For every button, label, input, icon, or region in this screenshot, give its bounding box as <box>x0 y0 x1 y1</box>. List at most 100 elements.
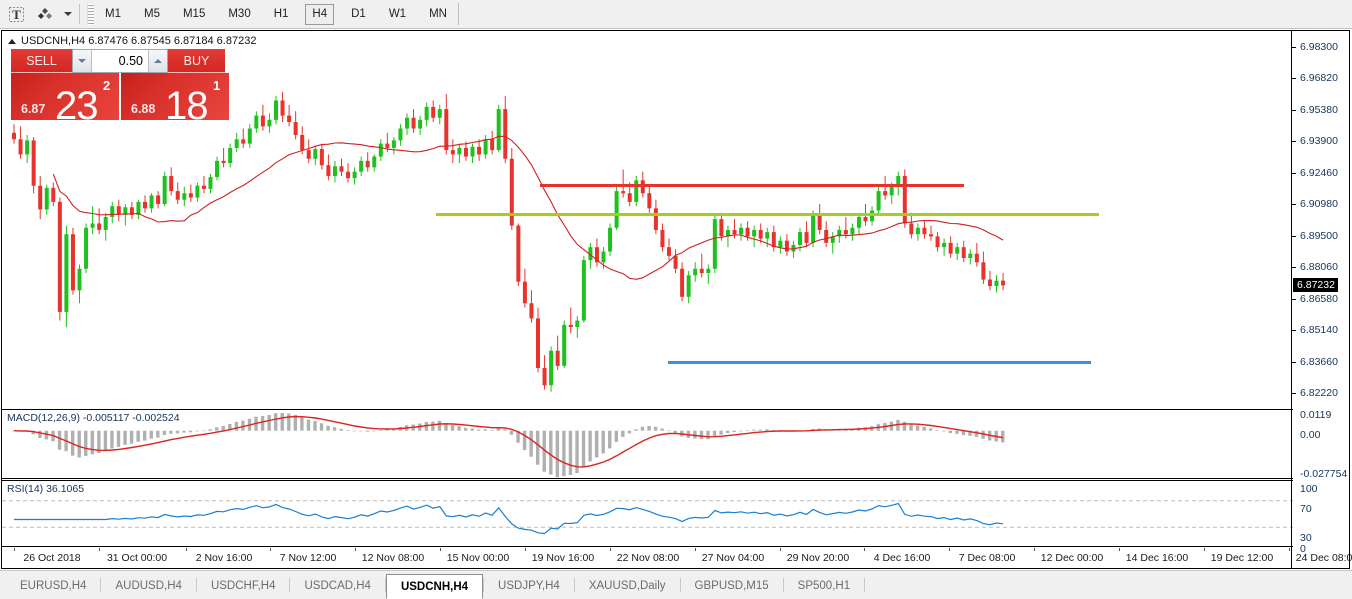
price-tick-label: 6.96820 <box>1300 72 1338 85</box>
time-tick-label: 7 Nov 12:00 <box>279 552 337 564</box>
timeframe-button-h1[interactable]: H1 <box>273 8 289 20</box>
rsi-tick-label: 0 <box>1300 543 1306 555</box>
price-axis[interactable]: 6.98300 6.96820 6.95380 6.93900 6.92460 6.909… <box>1291 31 1349 568</box>
time-tick-label: 12 Nov 08:00 <box>361 552 425 564</box>
sell-price-fraction: 2 <box>103 78 111 93</box>
time-tick-mark <box>1119 548 1120 551</box>
toolbar-drag-handle[interactable] <box>87 3 94 25</box>
price-tick-mark <box>1292 78 1296 80</box>
time-axis: 26 Oct 2018 31 Oct 00:00 2 Nov 16:00 7 Nov … <box>2 548 1352 569</box>
macd-pane[interactable]: MACD(12,26,9) -0.005117 -0.002524 <box>2 409 1293 479</box>
time-tick-mark <box>610 548 611 551</box>
rsi-tick-label: 70 <box>1300 503 1312 515</box>
resistance-line-green[interactable] <box>436 213 1099 216</box>
price-tick-mark <box>1292 393 1296 395</box>
time-tick-mark <box>270 548 271 551</box>
sell-label: SELL <box>26 53 57 68</box>
volume-value[interactable]: 0.50 <box>92 50 148 72</box>
buy-label: BUY <box>183 53 210 68</box>
buy-price-fraction: 1 <box>213 78 221 93</box>
time-tick-label: 12 Dec 00:00 <box>1040 552 1104 564</box>
time-tick-label: 24 Dec 08:00 <box>1295 552 1352 564</box>
price-tick-label: 6.88060 <box>1300 261 1338 274</box>
time-tick-mark <box>864 548 865 551</box>
timeframe-button-w1[interactable]: W1 <box>388 8 407 20</box>
chart-tab-eurusd-h4[interactable]: EURUSD,H4 <box>20 580 87 592</box>
timeframe-button-m1[interactable]: M1 <box>105 8 121 20</box>
timeframe-button-m5[interactable]: M5 <box>143 8 160 20</box>
price-pane[interactable] <box>2 31 1293 409</box>
macd-tick-label: 0.00 <box>1300 429 1321 441</box>
buy-button[interactable]: BUY <box>168 49 225 73</box>
tab-divider <box>195 578 197 592</box>
timeframe-button-mn[interactable]: MN <box>429 8 447 20</box>
time-tick-label: 27 Nov 04:00 <box>701 552 765 564</box>
price-tick-label: 6.82220 <box>1300 387 1338 400</box>
timeframe-button-m15[interactable]: M15 <box>182 8 206 20</box>
time-tick-mark <box>1034 548 1035 551</box>
time-tick-mark <box>1289 548 1290 551</box>
price-tick-mark <box>1292 109 1296 111</box>
chart-tab-usdjpy-h4[interactable]: USDJPY,H4 <box>498 580 560 592</box>
time-tick-mark <box>1204 548 1205 551</box>
time-tick-label: 22 Nov 08:00 <box>616 552 680 564</box>
sell-price-quote[interactable]: 6.87 23 2 <box>11 73 119 120</box>
price-tick-label: 6.89500 <box>1300 230 1338 243</box>
chart-tab-audusd-h4[interactable]: AUDUSD,H4 <box>115 580 182 592</box>
support-line-blue[interactable] <box>668 361 1091 364</box>
price-tick-label: 6.85140 <box>1300 324 1338 337</box>
tab-divider <box>384 578 386 592</box>
resistance-line-red[interactable] <box>540 184 964 187</box>
time-tick-mark <box>186 548 187 551</box>
price-tick-mark <box>1292 172 1296 174</box>
oct-header-row: SELL 0.50 BUY <box>11 49 229 73</box>
sell-button[interactable]: SELL <box>11 49 72 73</box>
buy-price-quote[interactable]: 6.88 18 1 <box>121 73 229 120</box>
text-tool-icon[interactable]: T <box>3 2 29 26</box>
time-tick-mark <box>14 548 15 551</box>
macd-tick-label: 0.0119 <box>1300 409 1332 421</box>
rsi-pane[interactable]: RSI(14) 36.1065 <box>2 480 1293 547</box>
time-tick-label: 31 Oct 00:00 <box>106 552 168 564</box>
symbol-ohlc-header: USDCNH,H4 6.87476 6.87545 6.87184 6.8723… <box>8 35 256 47</box>
price-tick-label: 6.95380 <box>1300 103 1338 116</box>
volume-increase-icon[interactable] <box>148 50 167 72</box>
time-tick-mark <box>780 548 781 551</box>
chart-tab-xauusd-daily[interactable]: XAUUSD,Daily <box>588 580 666 592</box>
time-tick-mark <box>695 548 696 551</box>
tab-divider <box>483 578 485 592</box>
macd-plot <box>12 413 1005 478</box>
chart-tab-usdchf-h4[interactable]: USDCHF,H4 <box>210 580 276 592</box>
time-tick-mark <box>355 548 356 551</box>
price-tick-mark <box>1292 362 1296 364</box>
price-tick-mark <box>1292 204 1296 206</box>
timeframe-button-h4[interactable]: H4 <box>305 3 335 25</box>
one-click-trading-panel[interactable]: SELL 0.50 BUY 6.87 23 <box>11 49 229 120</box>
timeframe-button-m30[interactable]: M30 <box>228 8 251 20</box>
time-tick-label: 2 Nov 16:00 <box>195 552 253 564</box>
top-toolbar: T M1 M5 M15 M30 H1 H4 D1 W1 MN <box>0 0 1352 29</box>
volume-decrease-icon[interactable] <box>73 50 92 72</box>
timeframe-button-d1[interactable]: D1 <box>351 8 366 20</box>
chart-tab-gbpusd-m15[interactable]: GBPUSD,M15 <box>694 580 769 592</box>
time-tick-label: 26 Oct 2018 <box>23 552 81 564</box>
chart-tab-sp500-h1[interactable]: SP500,H1 <box>797 580 851 592</box>
price-tick-label: 6.90980 <box>1300 198 1338 211</box>
price-tick-label: 6.86580 <box>1300 293 1338 306</box>
time-tick-label: 7 Dec 08:00 <box>958 552 1016 564</box>
sell-price-big: 23 <box>55 84 98 120</box>
chart-area[interactable]: USDCNH,H4 6.87476 6.87545 6.87184 6.8723… <box>1 30 1352 569</box>
chart-tabs-bar: EURUSD,H4 AUDUSD,H4 USDCHF,H4 USDCAD,H4 USDC… <box>0 570 1352 599</box>
oct-quote-row: 6.87 23 2 6.88 18 1 <box>11 73 229 120</box>
tab-divider <box>573 578 575 592</box>
indicators-icon[interactable] <box>32 2 58 26</box>
chart-tab-usdcad-h4[interactable]: USDCAD,H4 <box>304 580 371 592</box>
chevron-down-icon[interactable] <box>61 2 75 26</box>
volume-stepper[interactable]: 0.50 <box>72 49 168 73</box>
chart-tab-usdcnh-h4[interactable]: USDCNH,H4 <box>385 574 484 599</box>
time-tick-label: 4 Dec 16:00 <box>873 552 931 564</box>
price-tick-label: 6.98300 <box>1300 40 1338 53</box>
time-tick-mark <box>949 548 950 551</box>
price-tick-label: 6.83660 <box>1300 356 1338 369</box>
